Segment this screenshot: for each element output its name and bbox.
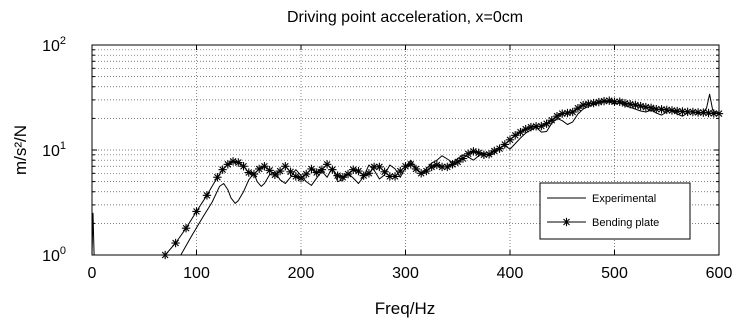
y-tick-exponent: 1: [60, 140, 66, 152]
data-point-bending-plate: [709, 109, 718, 118]
x-tick-label: 0: [88, 265, 97, 282]
data-point-bending-plate: [343, 169, 353, 179]
data-point-bending-plate: [594, 97, 604, 107]
data-point-bending-plate: [620, 99, 630, 108]
data-point-bending-plate: [364, 169, 374, 178]
data-point-bending-plate: [390, 172, 400, 181]
data-point-bending-plate: [234, 158, 243, 167]
data-point-bending-plate: [646, 103, 656, 113]
data-point-bending-plate: [255, 164, 264, 174]
data-point-bending-plate: [605, 96, 614, 105]
series-line-experimental: [91, 93, 720, 256]
data-point-bending-plate: [584, 99, 593, 109]
data-point-bending-plate: [500, 140, 509, 149]
data-point-bending-plate: [578, 100, 588, 110]
legend-marker-bending-plate: [562, 217, 571, 227]
data-point-bending-plate: [281, 162, 290, 171]
y-tick-exponent: 2: [60, 35, 66, 47]
data-point-bending-plate: [563, 108, 572, 118]
data-point-bending-plate: [218, 165, 227, 174]
legend-box: [539, 182, 691, 240]
data-point-bending-plate: [375, 162, 384, 172]
data-point-bending-plate: [599, 96, 609, 106]
y-tick-base: 10: [42, 143, 60, 160]
data-point-bending-plate: [714, 109, 724, 118]
legend-label-experimental: Experimental: [592, 193, 656, 205]
data-point-bending-plate: [422, 166, 431, 176]
x-tick-label: 400: [497, 265, 524, 282]
data-point-bending-plate: [349, 165, 358, 174]
data-point-bending-plate: [239, 162, 248, 171]
data-point-bending-plate: [568, 107, 577, 117]
x-tick-label: 600: [706, 265, 733, 282]
data-point-bending-plate: [427, 162, 436, 172]
y-tick-label: 100: [42, 245, 66, 265]
data-point-bending-plate: [228, 157, 238, 166]
legend: Experimental Bending plate: [539, 182, 691, 240]
legend-asterisk: [562, 217, 571, 227]
x-axis-label: Freq/Hz: [375, 299, 435, 318]
data-point-bending-plate: [302, 169, 311, 179]
data-point-bending-plate: [531, 122, 541, 131]
y-tick-label: 101: [42, 140, 66, 160]
series-layer: [91, 93, 724, 260]
data-point-bending-plate: [317, 165, 327, 174]
data-point-bending-plate: [699, 108, 708, 117]
data-point-bending-plate: [171, 238, 180, 248]
data-point-bending-plate: [322, 160, 332, 169]
data-point-bending-plate: [495, 144, 504, 153]
y-tick-exponent: 0: [60, 245, 66, 257]
data-point-bending-plate: [260, 162, 269, 171]
data-point-bending-plate: [453, 157, 462, 167]
data-point-bending-plate: [411, 164, 421, 174]
legend-label-bending-plate: Bending plate: [592, 217, 659, 229]
y-axis-label: m/s²/N: [11, 125, 30, 175]
data-point-bending-plate: [160, 250, 170, 260]
data-point-bending-plate: [657, 105, 666, 114]
y-tick-base: 10: [42, 38, 60, 55]
data-point-bending-plate: [458, 154, 468, 163]
y-tick-base: 10: [42, 248, 60, 265]
data-point-bending-plate: [542, 119, 551, 128]
x-axis: 0 100 200 300 400 500 600: [88, 45, 733, 282]
data-point-bending-plate: [573, 104, 583, 113]
x-tick-label: 300: [392, 265, 419, 282]
data-point-bending-plate: [202, 191, 212, 200]
data-point-bending-plate: [192, 207, 201, 216]
data-point-bending-plate: [328, 165, 337, 174]
data-point-bending-plate: [484, 150, 494, 159]
data-point-bending-plate: [296, 173, 306, 183]
data-point-bending-plate: [558, 109, 567, 118]
data-point-bending-plate: [589, 98, 598, 108]
data-point-bending-plate: [631, 100, 640, 110]
data-point-bending-plate: [396, 166, 405, 176]
data-point-bending-plate: [688, 107, 698, 117]
x-tick-label: 100: [183, 265, 210, 282]
data-point-bending-plate: [181, 223, 191, 233]
data-point-bending-plate: [641, 102, 651, 112]
data-point-bending-plate: [636, 101, 645, 111]
data-point-bending-plate: [625, 100, 635, 109]
x-tick-label: 500: [601, 265, 628, 282]
data-point-bending-plate: [213, 173, 222, 182]
data-point-bending-plate: [526, 122, 536, 132]
x-tick-label: 200: [288, 265, 315, 282]
y-tick-label: 102: [42, 35, 66, 55]
data-point-bending-plate: [270, 170, 280, 180]
data-point-bending-plate: [547, 116, 556, 125]
data-point-bending-plate: [275, 166, 285, 176]
chart-title: Driving point acceleration, x=0cm: [287, 9, 523, 26]
data-point-bending-plate: [307, 164, 316, 174]
data-point-bending-plate: [249, 169, 259, 179]
